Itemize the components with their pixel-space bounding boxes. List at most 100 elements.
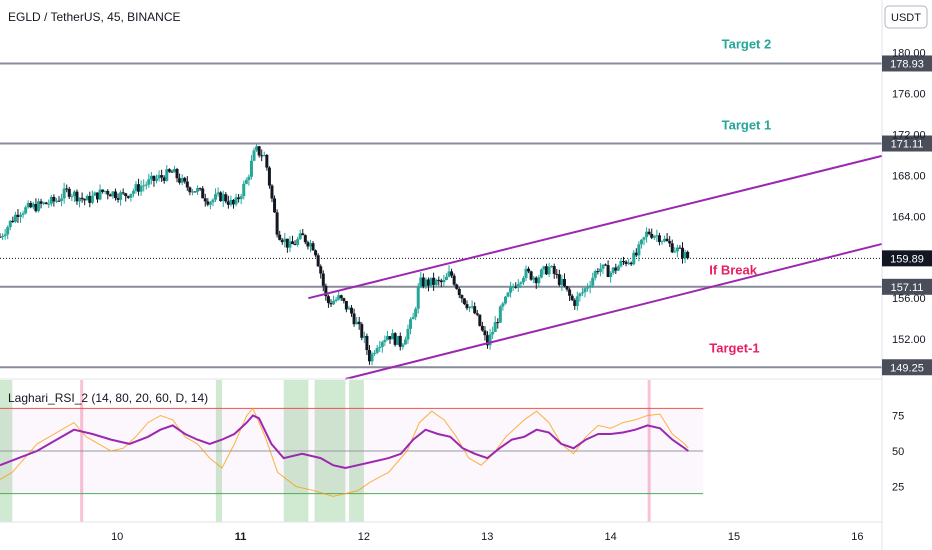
candle-body [457,288,461,296]
candle-body [316,255,320,267]
candle-body [255,146,259,151]
candle-body [103,190,107,192]
candle-body [473,306,477,314]
time-axis-tick-label: 16 [851,531,863,543]
currency-button-label[interactable]: USDT [891,12,921,24]
candle-body [393,333,397,345]
channel-lower-line [345,242,883,380]
candle-body [629,262,633,265]
candle-body [537,277,541,284]
currency-button-box[interactable] [884,5,928,29]
candle-body [555,273,559,275]
price-axis-tick-label: 172.00 [892,129,926,141]
candle-body [488,334,492,346]
candle-body [244,180,248,184]
candle-body [557,274,561,285]
candle-body [170,171,174,173]
candle-body [229,199,233,205]
rsi-indicator-label: Laghari_RSI_2 (14, 80, 20, 60, D, 14) [8,391,208,405]
price-level-tag [882,55,932,72]
candle-body [157,175,161,179]
candle-body [21,213,25,215]
candle-body [352,313,356,325]
candle-body [683,251,687,259]
candle-body [447,271,451,277]
candle-body [475,313,479,315]
candle-body [670,243,674,253]
candle-body [208,202,212,205]
candle-body [75,191,79,202]
candle-body [247,176,251,181]
candle-body [319,266,323,274]
candle-body [452,275,456,285]
candle-body [578,293,582,297]
candle-body [647,231,651,234]
candle-body [308,243,312,247]
candle-body [419,277,423,287]
candle-body [324,285,328,297]
candle-body [491,332,495,335]
candle-body [167,169,171,172]
candle-body [36,201,40,212]
candle-body [657,235,661,243]
candle-body [260,155,264,157]
candle-body [196,188,200,192]
candle-body [49,196,53,204]
candle-body [180,177,184,183]
price-level-tag-label: 178.93 [890,58,924,70]
symbol-title: EGLD / TetherUS, 45, BINANCE [8,10,181,24]
candle-body [296,239,300,245]
rsi-layer [0,407,704,497]
rsi-main-line [0,414,689,470]
candle-body [291,241,295,245]
candle-body [131,190,135,194]
candle-body [601,264,605,269]
candle-body [385,336,389,340]
candle-body [655,235,659,237]
candle-body [624,261,628,265]
candle-body [532,277,536,280]
candle-body [591,277,595,286]
candle-body [547,266,551,275]
candle-body [455,284,459,289]
candle-body [42,202,46,204]
candle-body [93,192,97,196]
candle-body [375,348,379,353]
annotation-label: Target 2 [722,36,772,51]
candle-body [619,261,623,267]
candle-body [426,279,430,286]
candle-body [486,335,490,346]
candle-body [403,339,407,345]
candle-body [314,250,318,256]
candle-body [560,279,564,285]
candle-body [172,169,176,173]
candle-body [19,214,23,217]
candle-body [111,191,115,197]
candle-body [119,192,123,200]
candle-body [278,234,282,240]
price-axis-tick-label: 164.00 [892,211,926,223]
price-layer [0,62,883,380]
candle-body [57,200,61,202]
price-axis-tick-label: 180.00 [892,48,926,60]
candle-body [414,308,418,318]
candle-body [483,330,487,336]
candle-body [650,233,654,238]
candle-body [237,197,241,200]
candle-body [139,185,143,192]
candle-body [506,292,510,297]
candle-body [627,262,631,265]
candle-body [460,295,464,299]
candle-body [580,292,584,294]
candle-body [642,237,646,240]
candle-body [668,241,672,244]
candle-body [409,319,413,329]
candle-body [401,344,405,347]
candle-body [149,175,153,180]
candle-body [70,196,74,198]
currency-button[interactable]: USDT [884,5,928,29]
candle-body [85,195,89,201]
candle-body [106,190,110,195]
